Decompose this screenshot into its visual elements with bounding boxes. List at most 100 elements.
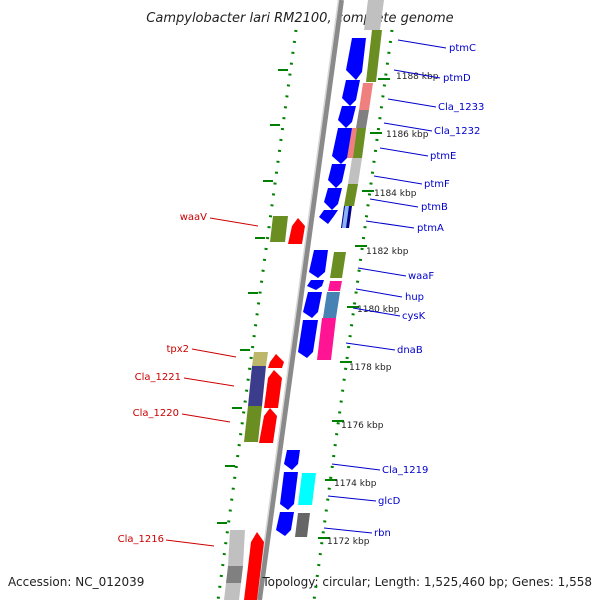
gene-label-Cla_1233[interactable]: Cla_1233 — [438, 102, 484, 113]
gene-arrow-ptmB[interactable] — [319, 210, 338, 224]
gene-arrow-cysK[interactable] — [303, 292, 322, 318]
label-line-Cla_1221 — [183, 377, 235, 387]
gene-label-hup[interactable]: hup — [405, 292, 424, 303]
gene-label-ptmB[interactable]: ptmB — [421, 202, 448, 213]
gene-arrow-tpx2[interactable] — [268, 354, 284, 368]
gene-arrow-ptmF[interactable] — [324, 188, 342, 210]
gene-arrow-ptmC[interactable] — [346, 38, 366, 80]
label-line-hup — [355, 288, 403, 298]
cog-segment-gray — [226, 566, 243, 583]
gene-arrow-waaV[interactable] — [288, 218, 305, 244]
gene-labels-right: ptmC ptmD Cla_1233 Cla_1232 ptmE ptmF pt… — [374, 43, 484, 539]
cog-segment-lightgray — [224, 583, 241, 600]
gene-label-waaV[interactable]: waaV — [180, 212, 207, 223]
label-line-dnaB — [345, 342, 396, 351]
scale-tick-label: 1186 kbp — [386, 130, 429, 140]
cog-segment-steelblue — [323, 292, 340, 318]
cog-segment-gray — [356, 110, 369, 128]
gene-arrow-Cla_1219[interactable] — [284, 450, 300, 470]
cog-segment-olive — [270, 216, 288, 242]
gene-label-Cla_1219[interactable]: Cla_1219 — [382, 465, 428, 476]
label-line-waaF — [357, 267, 407, 277]
label-line-ptmF — [373, 175, 423, 185]
guide-rail-left — [216, 29, 298, 600]
gene-arrow-rbn[interactable] — [276, 512, 294, 536]
gene-label-dnaB[interactable]: dnaB — [397, 345, 423, 356]
label-line-ptmB — [369, 198, 419, 208]
gene-label-ptmA[interactable]: ptmA — [417, 223, 444, 234]
scale-tick-label: 1174 kbp — [334, 479, 377, 489]
cog-segment-light — [342, 206, 349, 228]
label-line-tpx2 — [191, 348, 237, 358]
scale-tick-label: 1176 kbp — [341, 421, 384, 431]
gene-arrow-waaF[interactable] — [309, 250, 328, 278]
gene-arrow-Cla_1232[interactable] — [332, 128, 352, 164]
gene-arrow-glcD[interactable] — [280, 472, 298, 510]
cog-strip-right — [295, 0, 384, 537]
label-line-ptmA — [365, 220, 415, 229]
label-line-Cla_1220 — [181, 413, 231, 423]
cog-segment-magenta — [328, 281, 342, 291]
scale-tick-label: 1182 kbp — [366, 247, 409, 257]
gene-label-glcD[interactable]: glcD — [378, 496, 401, 507]
backbone — [255, 0, 344, 600]
genome-summary-text: Topology: circular; Length: 1,525,460 bp… — [261, 575, 592, 589]
label-line-ptmE — [379, 147, 429, 157]
guide-rail-right — [312, 29, 394, 600]
label-lines-left — [165, 217, 259, 547]
label-line-Cla_1232 — [383, 122, 433, 132]
cog-segment-cyan — [298, 473, 316, 505]
gene-label-Cla_1221[interactable]: Cla_1221 — [135, 372, 181, 383]
label-line-Cla_1219 — [331, 463, 381, 471]
gene-label-cysK[interactable]: cysK — [402, 311, 426, 322]
scale-ticks — [217, 69, 390, 539]
label-line-rbn — [323, 527, 373, 534]
gene-arrow-Cla_1216[interactable] — [244, 532, 264, 600]
cog-segment-olive — [330, 252, 346, 278]
label-line-Cla_1233 — [387, 98, 437, 108]
cog-segment-gray — [348, 158, 362, 184]
gene-label-ptmD[interactable]: ptmD — [443, 73, 471, 84]
gene-arrow-dnaB[interactable] — [298, 320, 318, 358]
scale-tick-label: 1184 kbp — [374, 189, 417, 199]
gene-label-waaF[interactable]: waaF — [408, 271, 434, 282]
cog-segment-khaki — [252, 352, 268, 366]
label-line-ptmC — [397, 39, 447, 49]
gene-arrow-ptmD[interactable] — [342, 80, 360, 106]
genes-forward — [276, 38, 366, 536]
gene-label-ptmF[interactable]: ptmF — [424, 179, 450, 190]
scale-tick-label: 1180 kbp — [357, 305, 400, 315]
gene-label-Cla_1216[interactable]: Cla_1216 — [118, 534, 164, 545]
cog-segment-pink — [346, 128, 357, 158]
backbone-line — [256, 0, 344, 600]
gene-arrow-Cla_1220[interactable] — [259, 408, 277, 443]
gene-labels-left: waaV tpx2 Cla_1221 Cla_1220 Cla_1216 — [118, 212, 207, 545]
cog-segment-gray — [364, 0, 384, 30]
accession-text: Accession: NC_012039 — [8, 575, 144, 589]
gene-arrow-ptmE[interactable] — [328, 164, 346, 188]
gene-arrow-Cla_1221[interactable] — [264, 370, 282, 408]
label-lines-right — [323, 39, 447, 534]
label-line-Cla_1216 — [165, 539, 215, 547]
cog-segment-magenta — [317, 318, 336, 360]
backbone-highlight — [255, 0, 340, 600]
genes-reverse — [244, 218, 305, 600]
guide-rails — [216, 29, 394, 600]
label-line-cysK — [352, 307, 401, 317]
gene-label-ptmE[interactable]: ptmE — [430, 151, 456, 162]
cog-segment-lightgray — [228, 530, 245, 566]
gene-label-Cla_1220[interactable]: Cla_1220 — [133, 408, 179, 419]
gene-arrow-Cla_1233[interactable] — [338, 106, 356, 128]
gene-arrow-hup[interactable] — [307, 280, 324, 290]
label-line-waaV — [209, 217, 259, 227]
gene-label-tpx2[interactable]: tpx2 — [166, 344, 189, 355]
scale-tick-label: 1188 kbp — [396, 72, 439, 82]
gene-label-ptmC[interactable]: ptmC — [449, 43, 476, 54]
cog-segment-olive — [344, 184, 358, 206]
scale-labels: 1188 kbp 1186 kbp 1184 kbp 1182 kbp 1180… — [327, 72, 439, 547]
gene-label-rbn[interactable]: rbn — [374, 528, 391, 539]
gene-label-Cla_1232[interactable]: Cla_1232 — [434, 126, 480, 137]
label-line-ptmD — [393, 69, 441, 79]
